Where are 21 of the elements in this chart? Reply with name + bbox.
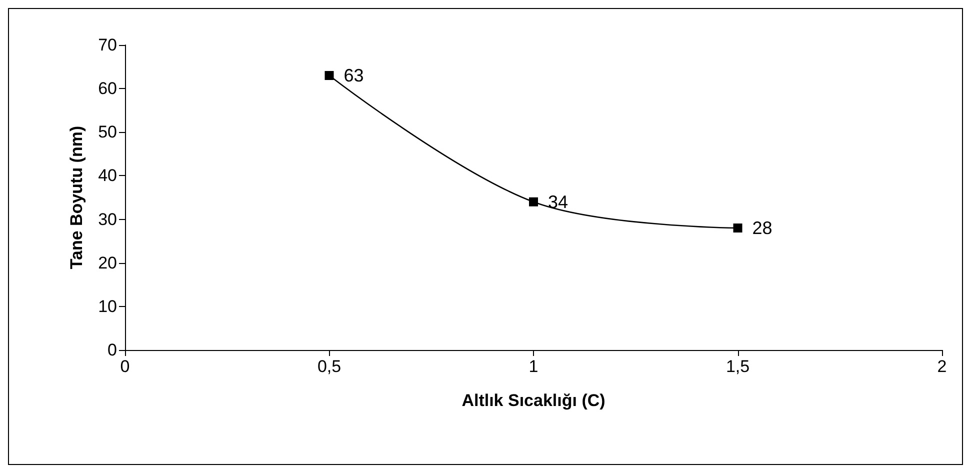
data-label: 28 bbox=[752, 218, 772, 238]
x-tick-label: 1 bbox=[528, 357, 538, 376]
y-tick-label: 20 bbox=[98, 253, 117, 272]
x-tick-label: 0 bbox=[120, 357, 130, 376]
y-tick-label: 70 bbox=[98, 36, 117, 54]
y-tick-label: 0 bbox=[108, 340, 117, 360]
y-tick-label: 60 bbox=[98, 79, 117, 98]
point bbox=[529, 197, 538, 206]
data-label: 34 bbox=[548, 192, 568, 212]
x-tick-label: 0,5 bbox=[317, 357, 342, 376]
y-tick-label: 10 bbox=[98, 296, 117, 316]
y-axis-title: Tane Boyutu (nm) bbox=[67, 126, 86, 270]
y-tick-label: 50 bbox=[98, 122, 117, 142]
data-label: 63 bbox=[344, 66, 364, 86]
x-tick-label: 2 bbox=[937, 357, 947, 376]
x-tick-label: 1,5 bbox=[726, 357, 750, 376]
point bbox=[733, 224, 742, 232]
x-axis-title: Altlık Sıcaklığı (C) bbox=[462, 391, 606, 410]
y-tick-label: 40 bbox=[98, 166, 117, 186]
y-tick-label: 30 bbox=[98, 210, 117, 229]
point bbox=[324, 71, 334, 80]
